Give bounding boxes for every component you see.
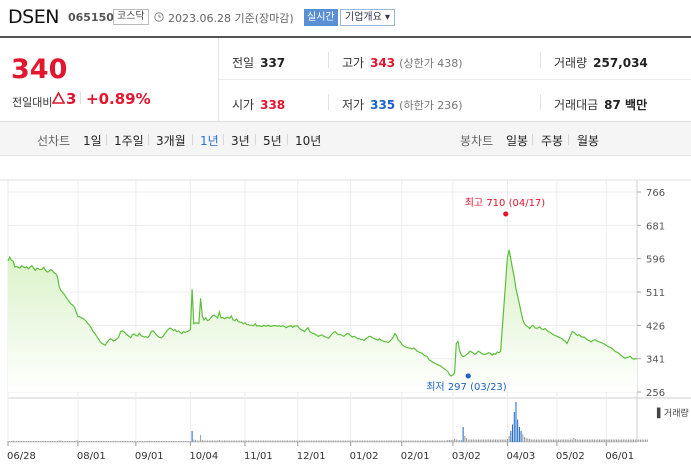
stock-code: 065150 (68, 11, 114, 24)
chart-frame (7, 179, 638, 443)
min-point (465, 373, 471, 379)
divider (192, 134, 193, 145)
stat-high: 고가 343 (상한가 438) (342, 54, 463, 71)
change-percent: +0.89% (86, 90, 151, 108)
divider (287, 134, 288, 145)
stock-name: DSEN (8, 6, 59, 28)
candle-monthly[interactable]: 월봉 (577, 134, 600, 148)
max-point (503, 211, 509, 217)
x-tick-label: 06/28 (7, 451, 36, 462)
period-5y[interactable]: 5년 (263, 134, 282, 148)
stat-label: 고가 (342, 56, 365, 70)
stat-volume: 거래량 257,034 (554, 54, 648, 71)
y-tick-label: 341 (646, 355, 665, 366)
stat-value: 257,034 (593, 56, 648, 70)
stat-label: 거래량 (554, 56, 588, 70)
x-tick-label: 11/01 (244, 451, 273, 462)
divider (540, 94, 541, 110)
market-badge: 코스닥 (113, 9, 149, 25)
clock-icon (154, 12, 164, 22)
max-annotation: 최고 710 (04/17) (465, 197, 546, 209)
period-3m[interactable]: 3개월 (156, 134, 186, 148)
price-chart[interactable]: 766 681 596 511 426 341 256 06/28 08/01 09/01 10/0… (0, 170, 691, 470)
stat-label: 거래대금 (554, 98, 599, 112)
price-area (8, 250, 637, 392)
stat-subvalue: (하한가 236) (399, 99, 463, 112)
realtime-button[interactable]: 실시간 (304, 9, 338, 26)
x-tick-label: 02/01 (401, 451, 430, 462)
y-tick-label: 766 (646, 188, 665, 199)
divider (148, 134, 149, 145)
stat-value: 335 (370, 98, 396, 112)
stats-row-2: 시가 338 저가 335 (하한가 236) 거래대금 87 백만 (219, 82, 691, 122)
x-tick-label: 08/01 (77, 451, 106, 462)
candle-daily[interactable]: 일봉 (506, 134, 529, 148)
divider (568, 134, 569, 145)
stat-amount: 거래대금 87 백만 (554, 96, 647, 113)
x-tick-label: 09/01 (135, 451, 164, 462)
period-toolbar: 선차트 1일 1주일 3개월 1년 3년 5년 10년 봉차트 일봉 주봉 월봉 (0, 122, 691, 156)
stats-row-1: 전일 337 고가 343 (상한가 438) 거래량 257,034 (219, 40, 691, 80)
y-tick-label: 256 (646, 388, 665, 399)
y-tick-label: 596 (646, 255, 665, 266)
quote-date: 2023.06.28 기준(장마감) (168, 12, 294, 25)
candle-chart-label: 봉차트 (460, 134, 494, 148)
stat-subvalue: (상한가 438) (399, 57, 463, 70)
divider (532, 134, 533, 145)
stock-header: DSEN 065150 코스닥 2023.06.28 기준(장마감) 실시간 기… (0, 0, 691, 36)
current-price-box: 340 전일대비 3 +0.89% (0, 38, 219, 122)
change-value: 3 (66, 90, 77, 108)
divider (328, 52, 329, 68)
period-3y[interactable]: 3년 (231, 134, 250, 148)
x-tick-label: 03/02 (452, 451, 481, 462)
x-tick-label: 05/02 (556, 451, 585, 462)
stat-value: 87 백만 (604, 98, 648, 112)
x-tick-label: 12/01 (297, 451, 326, 462)
y-tick-label: 681 (646, 221, 665, 232)
stat-low: 저가 335 (하한가 236) (342, 96, 463, 113)
x-tick-label: 10/04 (189, 451, 218, 462)
stat-value: 337 (260, 56, 286, 70)
up-triangle-icon (52, 92, 65, 104)
divider (255, 134, 256, 145)
period-1d[interactable]: 1일 (83, 134, 102, 148)
change-divider (80, 92, 81, 104)
stat-label: 전일 (232, 56, 255, 70)
period-10y[interactable]: 10년 (295, 134, 322, 148)
stat-prev-close: 전일 337 (232, 54, 285, 71)
x-tick-label: 01/02 (350, 451, 379, 462)
price-chart-svg[interactable]: 766 681 596 511 426 341 256 06/28 08/01 09/01 10/0… (0, 170, 691, 470)
candle-weekly[interactable]: 주봉 (541, 134, 564, 148)
stat-open: 시가 338 (232, 96, 285, 113)
divider (328, 94, 329, 110)
company-overview-dropdown[interactable]: 기업개요 ▾ (340, 9, 395, 26)
period-1w[interactable]: 1주일 (114, 134, 144, 148)
y-tick-label: 426 (646, 321, 665, 332)
divider (223, 134, 224, 145)
line-chart-label: 선차트 (37, 134, 71, 148)
price-summary: 340 전일대비 3 +0.89% 전일 337 고가 343 (상한가 438) 거… (0, 36, 691, 122)
stat-value: 338 (260, 98, 286, 112)
x-tick-label: 06/01 (605, 451, 634, 462)
divider (540, 52, 541, 68)
y-tick-label: 511 (646, 288, 665, 299)
period-1y[interactable]: 1년 (200, 134, 219, 148)
change-label: 전일대비 (12, 96, 53, 109)
current-price: 340 (11, 54, 68, 85)
volume-legend: ▌거래량 (657, 409, 689, 419)
x-tick-label: 04/03 (506, 451, 535, 462)
price-line (7, 249, 638, 377)
min-annotation: 최저 297 (03/23) (426, 381, 507, 393)
stat-label: 저가 (342, 98, 365, 112)
stat-label: 시가 (232, 98, 255, 112)
stat-value: 343 (370, 56, 396, 70)
divider (106, 134, 107, 145)
